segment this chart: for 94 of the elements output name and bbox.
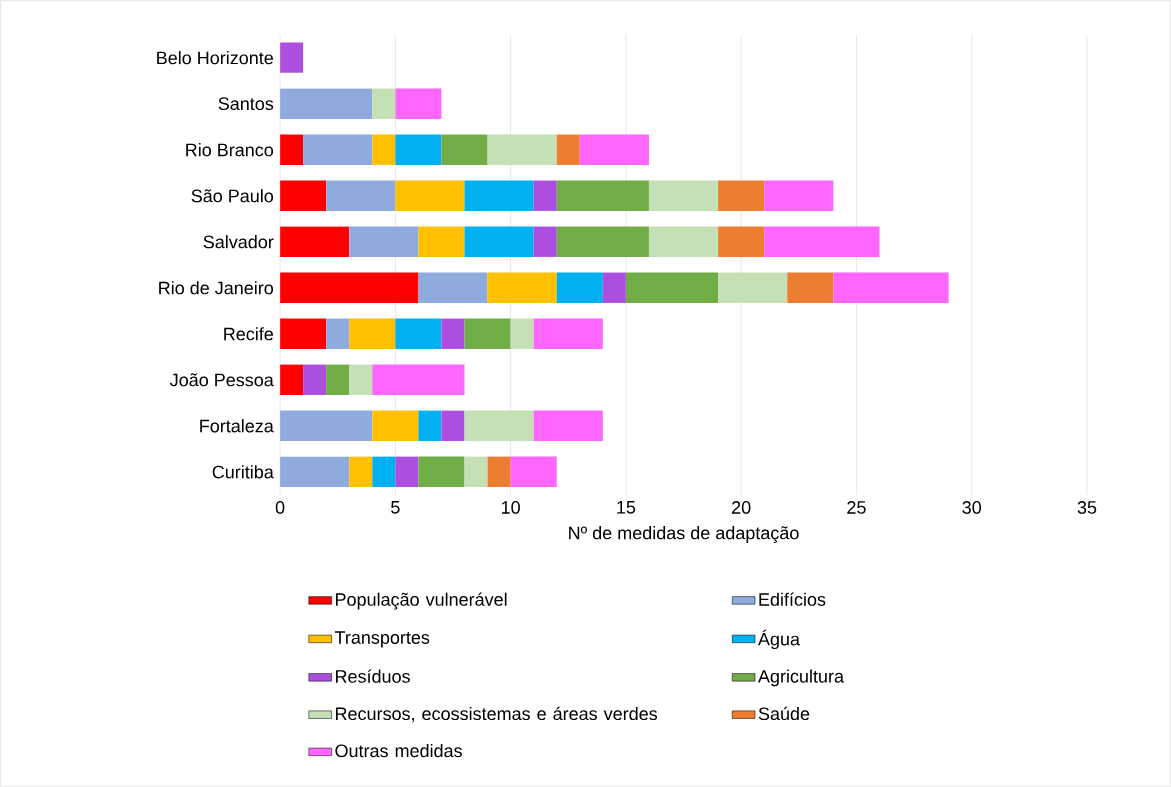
bar <box>280 42 304 73</box>
legend-label: Agricultura <box>757 669 844 687</box>
bar <box>280 456 350 488</box>
bar <box>579 134 649 165</box>
bar <box>648 226 719 257</box>
y-tick-label: Belo Horizonte <box>157 51 273 65</box>
bar <box>418 272 488 303</box>
bar <box>395 134 442 165</box>
bar <box>349 456 373 488</box>
bar <box>533 318 603 349</box>
bar <box>510 456 557 488</box>
bar <box>418 226 465 257</box>
bar <box>418 410 442 442</box>
x-tick-label: 5 <box>391 501 400 514</box>
bar <box>280 134 304 165</box>
bar <box>487 272 557 303</box>
bar <box>326 364 350 396</box>
bar <box>372 410 419 442</box>
bar <box>441 410 465 442</box>
bar <box>395 88 442 119</box>
bar <box>487 134 557 165</box>
bar <box>556 226 649 257</box>
bar <box>303 134 373 165</box>
bar <box>349 226 419 257</box>
bar <box>464 180 534 211</box>
bar <box>464 410 534 442</box>
x-tick-label: 30 <box>962 501 982 514</box>
bar <box>533 180 557 211</box>
y-tick-label: Salvador <box>203 235 274 249</box>
bar <box>441 134 488 165</box>
bar <box>441 318 465 349</box>
bar <box>764 226 880 257</box>
x-tick-label: 35 <box>1077 501 1097 514</box>
bar <box>280 180 327 211</box>
bar <box>280 88 373 119</box>
bar <box>648 180 719 211</box>
bar <box>280 410 373 442</box>
bar <box>303 364 327 396</box>
bar <box>487 456 511 488</box>
bar <box>349 318 396 349</box>
legend-label: Transportes <box>334 631 430 648</box>
bar <box>464 226 534 257</box>
x-tick-label: 0 <box>275 501 285 514</box>
bar <box>510 318 534 349</box>
x-tick-label: 10 <box>501 501 520 514</box>
bar <box>280 318 327 349</box>
bar <box>602 272 626 303</box>
legend-label: Saúde <box>758 706 810 721</box>
bar <box>556 180 649 211</box>
bar <box>372 456 396 488</box>
bar <box>418 456 465 488</box>
bar <box>326 318 350 349</box>
legend-label: População vulnerável <box>336 592 507 610</box>
bar <box>349 364 373 396</box>
bar <box>372 364 465 396</box>
bar <box>280 272 419 303</box>
bar <box>718 272 788 303</box>
bar <box>395 180 465 211</box>
bar <box>556 134 580 165</box>
y-tick-label: São Paulo <box>191 189 274 203</box>
bar <box>395 456 419 488</box>
bar <box>533 226 557 257</box>
bar <box>280 226 350 257</box>
bar <box>464 318 511 349</box>
bar <box>464 456 488 488</box>
legend-label: Água <box>757 629 800 650</box>
bar <box>395 318 442 349</box>
legend-label: Outras medidas <box>335 744 462 758</box>
bar <box>533 410 603 442</box>
y-tick-label: Recife <box>224 327 274 341</box>
y-tick-label: Rio Branco <box>186 143 274 157</box>
bar <box>625 272 719 303</box>
bar <box>326 180 396 211</box>
x-tick-label: 25 <box>847 501 866 514</box>
legend-label: Recursos, ecossistemas e áreas verdes <box>336 706 658 723</box>
y-tick-label: João Pessoa <box>169 373 274 387</box>
y-tick-label: Fortaleza <box>200 419 274 433</box>
x-tick-label: 15 <box>617 501 636 514</box>
y-tick-label: Rio de Janeiro <box>159 281 274 295</box>
bar <box>556 272 603 303</box>
bar <box>718 226 765 257</box>
bar <box>787 272 834 303</box>
x-tick-label: 20 <box>732 501 751 514</box>
legend-label: Edifícios <box>759 592 826 606</box>
bar <box>280 364 304 396</box>
bar <box>372 88 396 119</box>
bar <box>764 180 834 211</box>
bar <box>718 180 765 211</box>
x-axis-title: Nº de medidas de adaptação <box>569 526 799 543</box>
bar <box>833 272 949 303</box>
y-tick-label: Santos <box>218 97 274 111</box>
legend-label: Resíduos <box>336 669 410 683</box>
y-tick-label: Curitiba <box>212 465 274 479</box>
bar <box>372 134 396 165</box>
